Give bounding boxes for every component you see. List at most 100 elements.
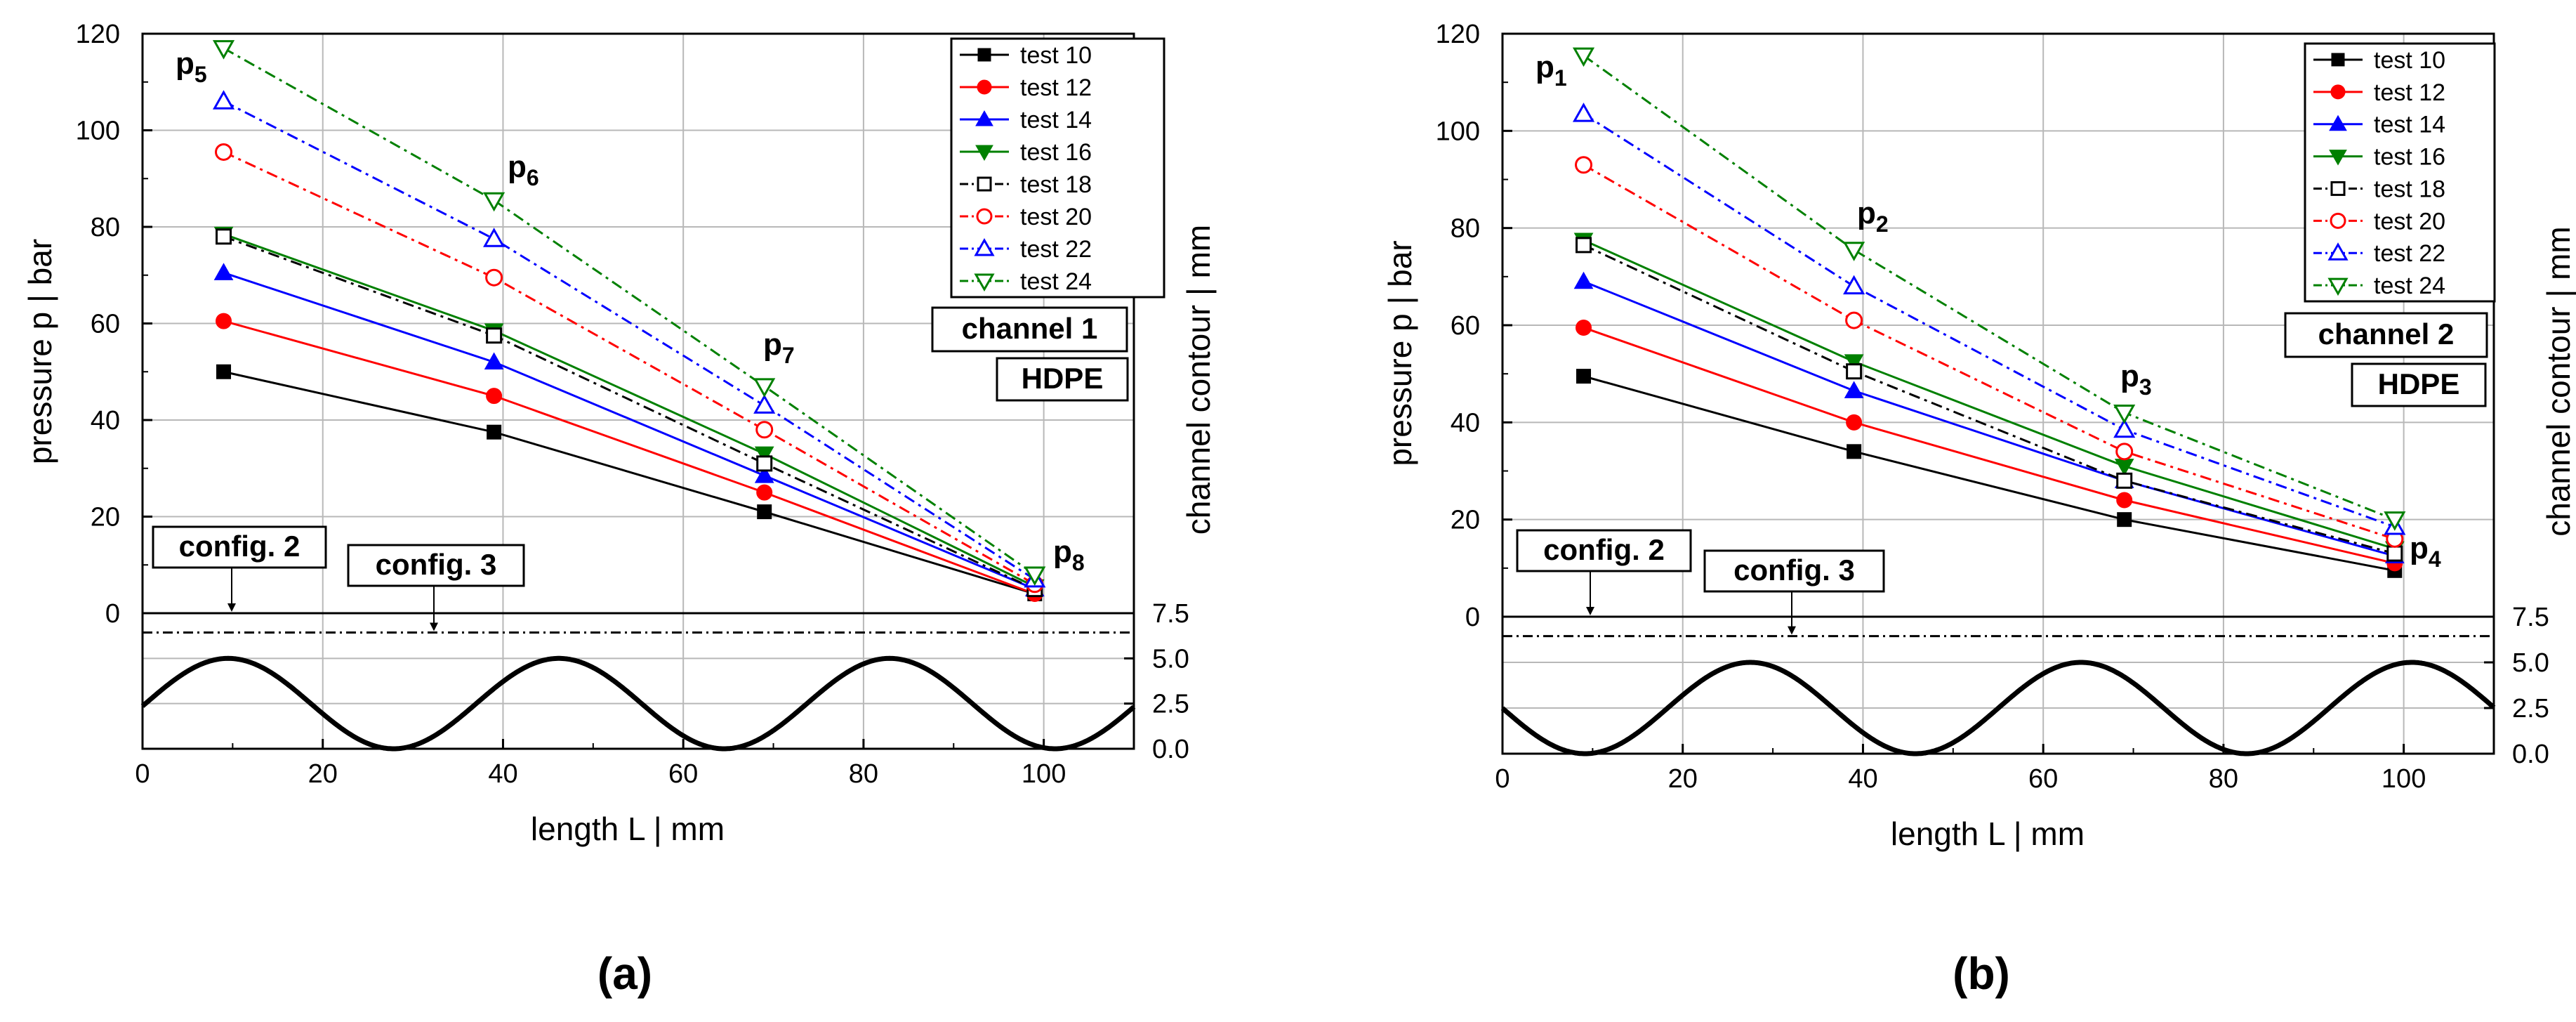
channel-label: channel 1 bbox=[962, 312, 1098, 345]
data-point bbox=[486, 327, 503, 344]
config-3-label: config. 3 bbox=[1733, 553, 1855, 587]
x-tick-label: 20 bbox=[308, 759, 338, 789]
y2-tick-label: 7.5 bbox=[2512, 603, 2549, 632]
data-point bbox=[2386, 545, 2403, 562]
data-point bbox=[756, 484, 773, 501]
data-point bbox=[1576, 319, 1592, 336]
material-label-box bbox=[2351, 362, 2487, 407]
y-axis-title: pressure p | bar bbox=[1382, 240, 1418, 466]
x-tick-label: 20 bbox=[1668, 764, 1698, 794]
legend-label: test 14 bbox=[2374, 112, 2445, 138]
config-arrow-head bbox=[227, 603, 236, 612]
data-point bbox=[486, 388, 503, 405]
series-test-22 bbox=[1572, 103, 2406, 535]
data-point bbox=[2116, 472, 2133, 489]
panel-a: 0 20 40 60 80 100 0 20 40 60 80 100 120 0.0 2.5 5.0 7.5 p… bbox=[22, 20, 1217, 999]
legend-label: test 18 bbox=[2374, 176, 2445, 202]
series-test-18 bbox=[1576, 237, 2403, 562]
config-3-box bbox=[347, 544, 525, 587]
x-axis-title: length L | mm bbox=[1891, 815, 2085, 852]
data-point bbox=[212, 90, 235, 110]
data-point bbox=[756, 455, 773, 472]
channel-contour-line bbox=[140, 655, 1136, 752]
y2-tick-label: 0.0 bbox=[1152, 735, 1189, 764]
y-tick-label: 40 bbox=[1451, 408, 1480, 438]
data-point bbox=[1847, 444, 1862, 459]
legend-marker bbox=[2330, 181, 2346, 196]
config-arrow-head bbox=[1586, 607, 1594, 615]
point-label: p6 bbox=[508, 150, 539, 190]
data-point bbox=[215, 143, 233, 161]
data-point bbox=[2117, 512, 2132, 528]
y-tick-label: 120 bbox=[76, 20, 120, 49]
legend-label: test 16 bbox=[2374, 144, 2445, 171]
legend-label: test 14 bbox=[1020, 107, 1092, 133]
legend-marker bbox=[2329, 114, 2347, 131]
legend-marker bbox=[974, 237, 995, 256]
series-line bbox=[1583, 375, 2396, 572]
y-tick-label: 80 bbox=[91, 213, 120, 242]
point-label: p8 bbox=[1053, 535, 1085, 575]
config-3-box bbox=[1703, 549, 1885, 593]
config-3-label: config. 3 bbox=[376, 548, 497, 581]
y2-tick-label: 2.5 bbox=[1152, 690, 1189, 719]
legend-label: test 12 bbox=[2374, 79, 2445, 106]
data-point bbox=[753, 394, 776, 414]
y-tick-label: 80 bbox=[1451, 214, 1480, 244]
x-tick-label: 80 bbox=[849, 759, 878, 789]
data-point bbox=[483, 192, 506, 212]
data-point bbox=[754, 466, 774, 483]
x-tick-label: 100 bbox=[1022, 759, 1066, 789]
data-point bbox=[1844, 381, 1864, 398]
channel-contour-line bbox=[1500, 660, 2496, 756]
data-point bbox=[1024, 566, 1046, 587]
data-point bbox=[2113, 405, 2136, 424]
data-point bbox=[485, 268, 503, 287]
legend: test 10 test 12 test 14 test 16 test 18 test … bbox=[950, 37, 1165, 299]
legend-label: test 24 bbox=[1020, 268, 1092, 295]
y-tick-label: 0 bbox=[105, 599, 120, 629]
y2-tick-label: 7.5 bbox=[1152, 599, 1189, 629]
channel-label-box bbox=[2284, 312, 2488, 358]
x-tick-label: 40 bbox=[488, 759, 517, 789]
y2-tick-label: 5.0 bbox=[1152, 644, 1189, 674]
x-tick-label: 40 bbox=[1848, 764, 1877, 794]
series-line bbox=[1583, 280, 2396, 557]
material-label: HDPE bbox=[2378, 367, 2460, 400]
legend-marker bbox=[2329, 150, 2347, 166]
series-test-20 bbox=[215, 143, 1044, 594]
legend-label: test 16 bbox=[1020, 139, 1092, 166]
y2-axis-title: channel contour | mm bbox=[1180, 225, 1217, 535]
series-test-22 bbox=[212, 90, 1046, 588]
legend-marker bbox=[2327, 277, 2349, 296]
data-point bbox=[1576, 237, 1592, 254]
point-label: p4 bbox=[2410, 531, 2441, 572]
legend-marker bbox=[975, 145, 993, 162]
legend: test 10 test 12 test 14 test 16 test 18 test … bbox=[2304, 42, 2496, 303]
data-point bbox=[2115, 443, 2134, 461]
material-label: HDPE bbox=[1022, 362, 1104, 395]
channel-label-box bbox=[931, 306, 1128, 353]
data-point bbox=[753, 378, 776, 398]
y-tick-label: 120 bbox=[1436, 20, 1480, 49]
data-point bbox=[216, 364, 232, 379]
data-point bbox=[755, 421, 774, 439]
legend-label: test 24 bbox=[2374, 273, 2445, 299]
data-point bbox=[1846, 363, 1863, 380]
material-label-box bbox=[996, 357, 1129, 402]
legend-label: test 20 bbox=[2374, 208, 2445, 235]
config-arrow-head bbox=[430, 622, 438, 631]
data-point bbox=[1843, 242, 1865, 261]
y2-axis-title: channel contour | mm bbox=[2540, 226, 2576, 537]
series-line bbox=[1583, 244, 2396, 555]
x-tick-label: 0 bbox=[135, 759, 150, 789]
series-test-10 bbox=[1576, 369, 2403, 578]
y-tick-label: 0 bbox=[1465, 603, 1480, 632]
x-tick-label: 60 bbox=[668, 759, 698, 789]
y-axis-title: pressure p | bar bbox=[22, 239, 58, 464]
legend-marker bbox=[2330, 212, 2346, 229]
legend-marker bbox=[2330, 84, 2346, 100]
config-2-label: config. 2 bbox=[1543, 533, 1665, 566]
legend-marker bbox=[975, 110, 993, 126]
legend-label: test 20 bbox=[1020, 204, 1092, 230]
